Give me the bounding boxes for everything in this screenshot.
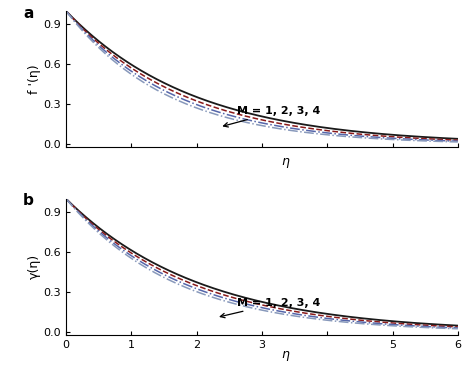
Text: η: η: [281, 348, 289, 361]
Text: a: a: [23, 6, 34, 21]
Text: η: η: [281, 155, 289, 168]
Text: b: b: [23, 193, 34, 208]
Y-axis label: γ(η): γ(η): [28, 254, 41, 279]
Text: M = 1, 2, 3, 4: M = 1, 2, 3, 4: [220, 298, 320, 318]
Text: M = 1, 2, 3, 4: M = 1, 2, 3, 4: [224, 106, 320, 127]
Y-axis label: f '(η): f '(η): [28, 64, 41, 94]
